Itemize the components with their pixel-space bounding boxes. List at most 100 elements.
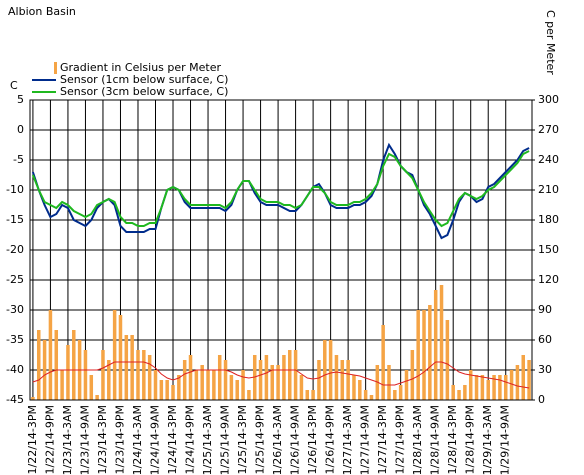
bar bbox=[474, 375, 479, 400]
bar bbox=[223, 360, 228, 400]
x-tick-label: 1/23/14-3AM bbox=[61, 405, 74, 475]
bar bbox=[509, 370, 514, 400]
x-tick-label: 1/23/14-9PM bbox=[113, 405, 126, 475]
x-tick-label: 1/25/14-9PM bbox=[254, 405, 267, 475]
x-tick-label: 1/24/14-9PM bbox=[184, 405, 197, 475]
bar bbox=[212, 370, 216, 400]
x-tick-label: 1/27/14-9AM bbox=[359, 405, 372, 475]
x-tick-label: 1/28/14-9AM bbox=[429, 405, 442, 475]
bar bbox=[107, 360, 111, 400]
x-tick-label: 1/26/14-9PM bbox=[324, 405, 337, 475]
y2-tick-label: 0 bbox=[538, 393, 545, 406]
bar bbox=[130, 335, 134, 400]
x-tick-label: 1/29/14-9AM bbox=[499, 405, 512, 475]
bar bbox=[282, 355, 286, 400]
bar bbox=[299, 375, 304, 400]
line bbox=[31, 142, 530, 240]
bar bbox=[206, 370, 210, 400]
x-tick-label: 1/27/14-3PM bbox=[376, 405, 389, 475]
bar bbox=[480, 375, 485, 400]
legend-label: Gradient in Celsius per Meter bbox=[60, 61, 221, 74]
bar bbox=[503, 375, 508, 400]
bar bbox=[241, 370, 245, 400]
y-axis-label: C bbox=[10, 79, 18, 92]
legend-label: Sensor (1cm below surface, C) bbox=[60, 73, 228, 86]
bar bbox=[42, 340, 47, 400]
bar bbox=[486, 380, 490, 400]
y2-tick-label: 150 bbox=[538, 243, 559, 256]
bar bbox=[410, 350, 415, 400]
bar bbox=[182, 360, 187, 400]
bar bbox=[200, 365, 204, 400]
bar bbox=[142, 350, 146, 400]
bar bbox=[60, 370, 64, 400]
bar bbox=[352, 375, 356, 400]
y2-tick-label: 30 bbox=[538, 363, 552, 376]
plot-frame bbox=[29, 99, 533, 401]
bar bbox=[340, 360, 345, 400]
bar bbox=[72, 330, 76, 400]
bar bbox=[83, 350, 88, 400]
bar bbox=[416, 310, 420, 400]
bar bbox=[381, 325, 385, 400]
y2-tick-label: 270 bbox=[538, 123, 559, 136]
bar bbox=[37, 330, 41, 400]
x-tick-label: 1/23/14-9AM bbox=[78, 405, 91, 475]
bar bbox=[323, 340, 327, 400]
bar bbox=[112, 310, 117, 400]
bar bbox=[498, 375, 502, 400]
bar bbox=[171, 385, 175, 400]
bar bbox=[311, 390, 315, 400]
bar bbox=[95, 395, 99, 400]
x-tick-label: 1/28/14-3AM bbox=[411, 405, 424, 475]
y-tick-label: -20 bbox=[6, 243, 24, 256]
x-tick-label: 1/28/14-9PM bbox=[464, 405, 477, 475]
bar bbox=[463, 385, 467, 400]
y2-tick-label: 90 bbox=[538, 303, 552, 316]
bar bbox=[89, 375, 94, 400]
x-tick-label: 1/27/14-3AM bbox=[341, 405, 354, 475]
y2-tick-label: 60 bbox=[538, 333, 552, 346]
x-tick-label: 1/24/14-3AM bbox=[131, 405, 144, 475]
bar bbox=[217, 355, 222, 400]
y-tick-label: -30 bbox=[6, 303, 24, 316]
y-tick-label: -35 bbox=[6, 333, 24, 346]
bar bbox=[194, 370, 199, 400]
bar bbox=[54, 330, 59, 400]
bar bbox=[521, 355, 525, 400]
y2-axis-label: C per Meter bbox=[544, 10, 557, 75]
y-tick-label: 5 bbox=[17, 93, 24, 106]
bar bbox=[66, 345, 70, 400]
x-tick-label: 1/29/14-3AM bbox=[481, 405, 494, 475]
bar bbox=[48, 310, 53, 400]
y2-tick-label: 120 bbox=[538, 273, 559, 286]
bar bbox=[363, 390, 368, 400]
bar bbox=[247, 390, 251, 400]
bar bbox=[229, 375, 234, 400]
bar bbox=[515, 365, 520, 400]
x-tick-label: 1/28/14-3PM bbox=[446, 405, 459, 475]
x-tick-label: 1/26/14-3AM bbox=[271, 405, 284, 475]
bar bbox=[147, 355, 152, 400]
bar bbox=[235, 380, 239, 400]
bar bbox=[177, 375, 181, 400]
bar bbox=[264, 355, 269, 400]
bar bbox=[358, 380, 362, 400]
bar bbox=[527, 360, 531, 400]
bar bbox=[293, 350, 298, 400]
x-tick-label: 1/22/14-9PM bbox=[43, 405, 56, 475]
line bbox=[31, 150, 530, 228]
bar bbox=[451, 385, 455, 400]
chart-title: Albion Basin bbox=[8, 5, 76, 18]
y2-tick-label: 300 bbox=[538, 93, 559, 106]
bar bbox=[492, 375, 496, 400]
bar bbox=[258, 360, 263, 400]
bar bbox=[445, 320, 450, 400]
y-tick-label: -15 bbox=[6, 213, 24, 226]
y2-tick-label: 210 bbox=[538, 183, 559, 196]
bar bbox=[433, 290, 438, 400]
y-tick-label: -40 bbox=[6, 363, 24, 376]
legend-swatch bbox=[54, 62, 57, 74]
y-tick-label: -45 bbox=[6, 393, 24, 406]
